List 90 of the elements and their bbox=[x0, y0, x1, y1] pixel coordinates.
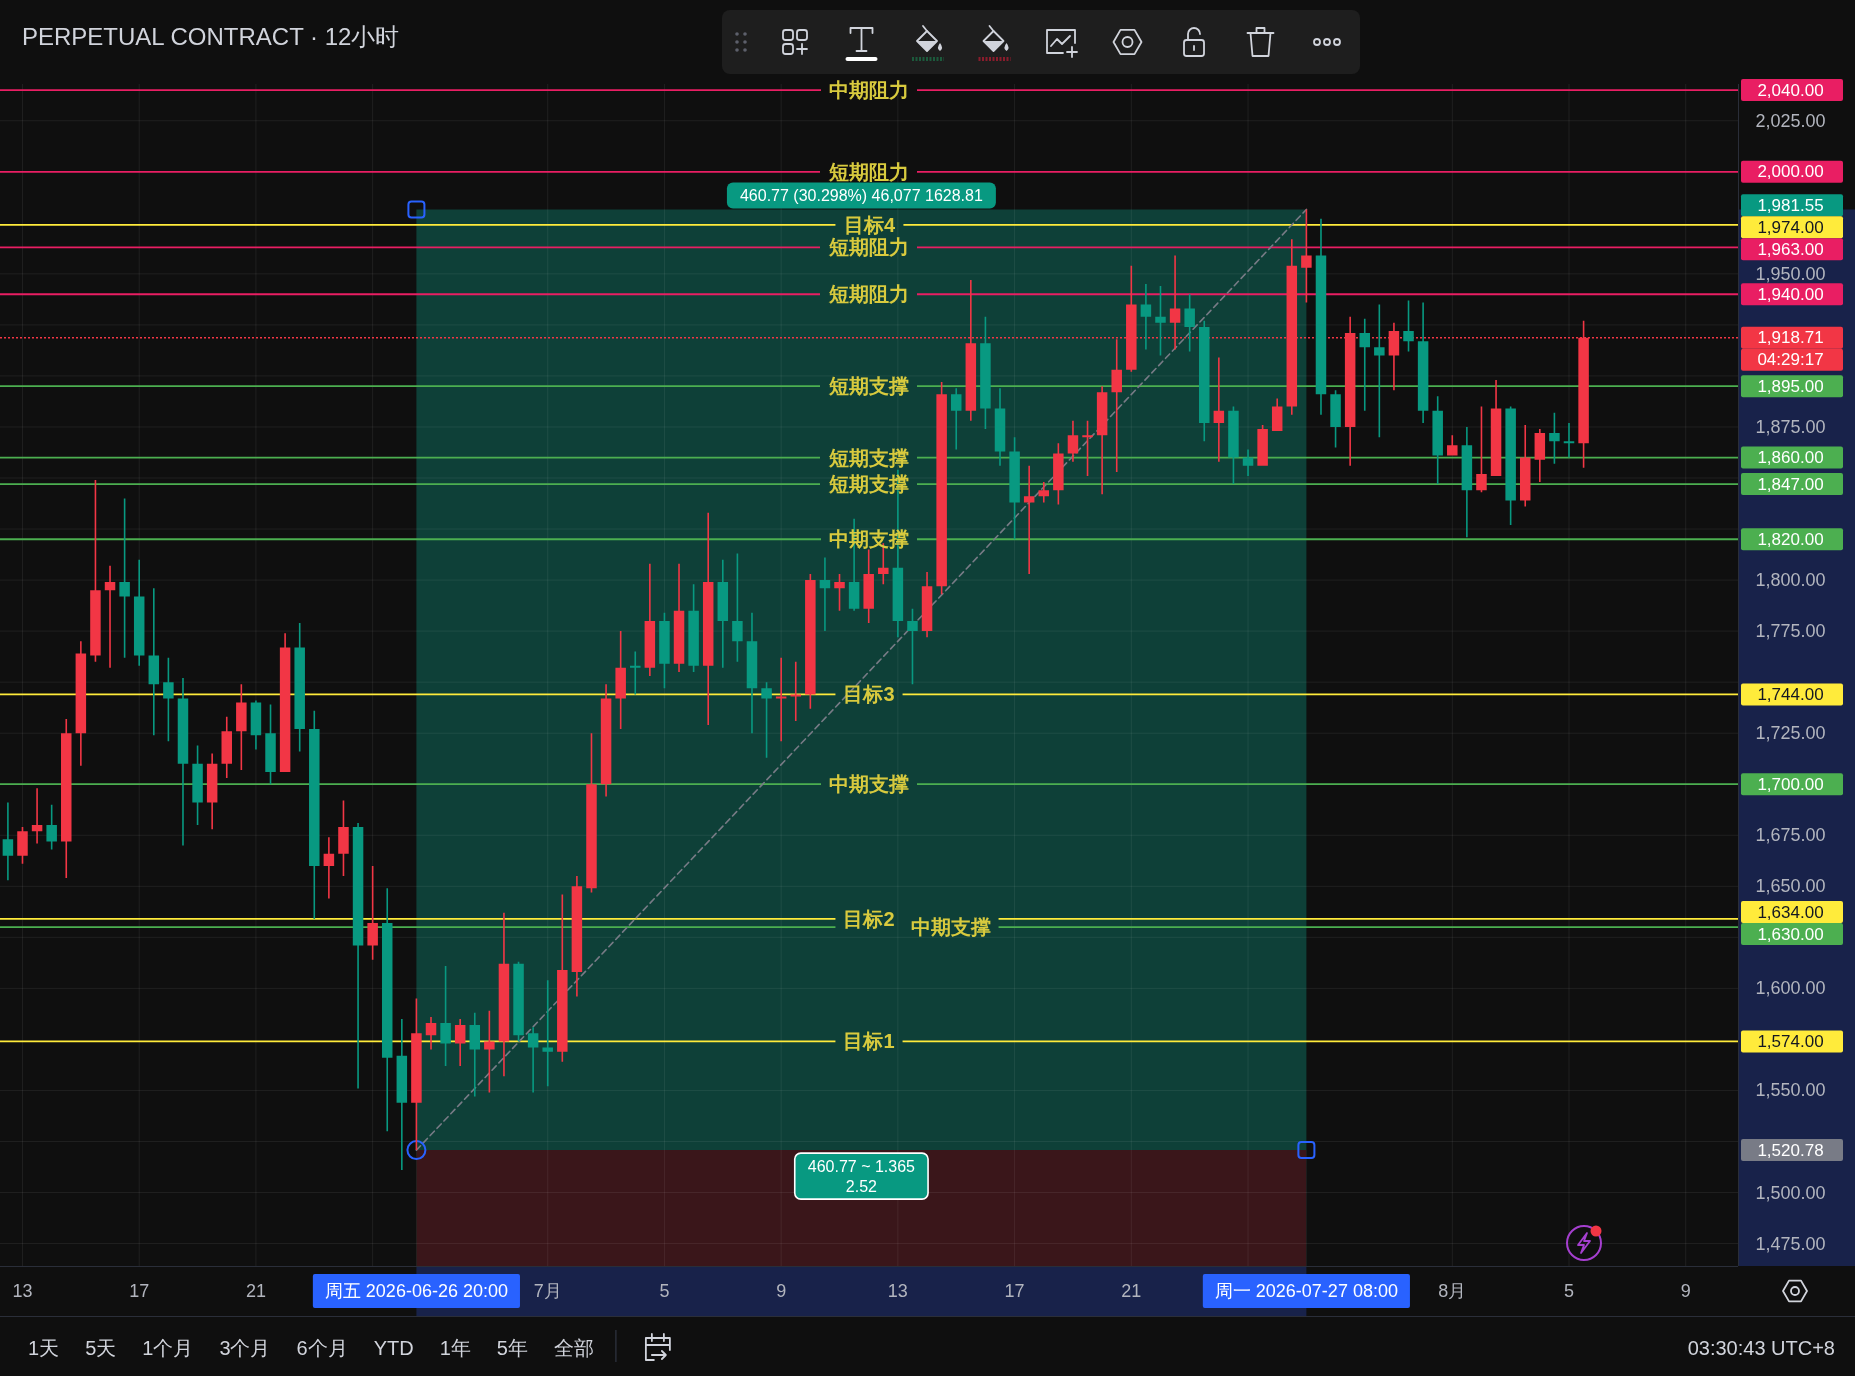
x-tick-label: 9 bbox=[1680, 1281, 1691, 1301]
level-name: 中期支撑 bbox=[829, 773, 909, 796]
level-name: 目标3 bbox=[843, 683, 895, 706]
level-name: 目标2 bbox=[843, 907, 895, 930]
y-tick-label: 1,520.78 bbox=[1757, 1140, 1824, 1160]
annotation: 460.77 (30.298%) 46,077 1628.81 bbox=[739, 186, 983, 204]
y-tick-label: 1,981.55 bbox=[1757, 195, 1824, 215]
ref-line-label: 1,744.00 bbox=[1757, 684, 1824, 704]
ref-line-label: 2,000.00 bbox=[1741, 160, 1843, 183]
x-tick-label: 21 bbox=[1121, 1281, 1142, 1301]
y-tick-label: 1,775.00 bbox=[1755, 621, 1826, 642]
range-label: 全部 bbox=[553, 1337, 594, 1359]
ref-line-label: 1,860.00 bbox=[1757, 448, 1824, 468]
ref-line-label: 1,820.00 bbox=[1741, 528, 1843, 551]
range-label: 1年 bbox=[439, 1337, 471, 1359]
range-label: 1个月 bbox=[142, 1337, 194, 1359]
level-name: 中期支撑 bbox=[829, 528, 909, 551]
y-tick-label: 1,875.00 bbox=[1755, 416, 1826, 437]
ref-line-label: 2,040.00 bbox=[1741, 79, 1843, 102]
ref-line-label: 1,918.71 bbox=[1757, 328, 1824, 348]
level-name: 短期支撑 bbox=[828, 473, 909, 496]
x-tick-label: 13 bbox=[12, 1281, 33, 1301]
level-name: 短期支撑 bbox=[828, 375, 909, 398]
ref-line-label: 1,700.00 bbox=[1741, 773, 1843, 796]
y-tick-label: 1,650.00 bbox=[1755, 876, 1826, 897]
level-name: 短期阻力 bbox=[828, 160, 909, 183]
ref-line-label: 1,940.00 bbox=[1757, 284, 1824, 304]
ref-line-label: 1,895.00 bbox=[1757, 376, 1824, 396]
ref-line-label: 1,918.71 bbox=[1741, 326, 1843, 349]
ref-line-label: 1,974.00 bbox=[1757, 217, 1824, 237]
y-tick-label: 1,500.00 bbox=[1755, 1182, 1826, 1203]
range-label: 5年 bbox=[496, 1337, 528, 1359]
level-name: 短期阻力 bbox=[828, 236, 909, 259]
level-name: 目标4 bbox=[843, 213, 895, 236]
ref-line-label: 1,940.00 bbox=[1741, 283, 1843, 306]
level-name: 短期支撑 bbox=[828, 446, 909, 469]
ref-line-label: 1,630.00 bbox=[1741, 923, 1843, 946]
ref-line-label: 1,974.00 bbox=[1741, 216, 1843, 239]
y-tick-label: 1,950.00 bbox=[1755, 263, 1826, 284]
chart-title: PERPETUAL CONTRACT · 12小时 bbox=[22, 22, 400, 50]
x-tick-label: 7月 bbox=[533, 1281, 562, 1301]
annotation: 460.77 ~ 1.365 2.52 bbox=[807, 1157, 916, 1195]
ref-line-label: 1,744.00 bbox=[1741, 683, 1843, 706]
x-tick-label: 21 bbox=[245, 1281, 266, 1301]
x-tick-label: 8月 bbox=[1438, 1281, 1467, 1301]
x-tick-label: 9 bbox=[776, 1281, 787, 1301]
ref-line-label: 1,895.00 bbox=[1741, 375, 1843, 398]
y-tick-label: 1,600.00 bbox=[1755, 978, 1826, 999]
ref-line-label: 1,860.00 bbox=[1741, 446, 1843, 469]
date-label: 周一 2026-07-27 08:00 bbox=[1202, 1274, 1410, 1308]
ref-line-label: 1,847.00 bbox=[1741, 473, 1843, 496]
x-tick-label: 5 bbox=[1564, 1281, 1574, 1301]
ref-line-label: 2,040.00 bbox=[1757, 80, 1824, 100]
ref-line-label: 1,634.00 bbox=[1757, 902, 1824, 922]
y-tick-label: 1,550.00 bbox=[1755, 1080, 1826, 1101]
x-tick-label: 17 bbox=[1004, 1281, 1025, 1301]
ref-line-label: 1,634.00 bbox=[1741, 901, 1843, 924]
ref-line-label: 1,574.00 bbox=[1757, 1031, 1824, 1051]
tool-label: 460.77 ~ 1.365 2.52 bbox=[793, 1152, 929, 1200]
range-label: 1天 bbox=[28, 1337, 60, 1359]
x-tick-label: 17 bbox=[129, 1281, 150, 1301]
ref-line-label: 1,820.00 bbox=[1757, 529, 1824, 549]
range-label: YTD bbox=[373, 1337, 414, 1359]
date-label: 周五 2026-06-26 20:00 bbox=[312, 1274, 520, 1308]
y-tick-label: 1,800.00 bbox=[1755, 570, 1826, 591]
ref-line-label: 1,574.00 bbox=[1741, 1030, 1843, 1053]
ref-line-label: 1,700.00 bbox=[1757, 774, 1824, 794]
ref-line-label: 1,963.00 bbox=[1757, 239, 1824, 259]
ref-line-label: 1,630.00 bbox=[1757, 924, 1824, 944]
countdown-label: 04:29:17 bbox=[1741, 348, 1843, 371]
level-name: 目标1 bbox=[843, 1030, 895, 1053]
clock-label: 03:30:43 UTC+8 bbox=[1687, 1337, 1835, 1359]
ref-line-label: 1,847.00 bbox=[1757, 474, 1824, 494]
x-tick-label: 13 bbox=[887, 1281, 908, 1301]
range-label: 5天 bbox=[85, 1337, 117, 1359]
y-tick-label-box: 1,520.78 bbox=[1741, 1139, 1843, 1162]
y-tick-label: 2,025.00 bbox=[1755, 110, 1826, 131]
level-name: 短期阻力 bbox=[828, 283, 909, 306]
range-label: 3个月 bbox=[219, 1337, 271, 1359]
tool-label: 460.77 (30.298%) 46,077 1628.81 bbox=[726, 182, 996, 209]
range-label: 6个月 bbox=[296, 1337, 348, 1359]
y-tick-label: 1,725.00 bbox=[1755, 723, 1826, 744]
level-name: 中期阻力 bbox=[829, 79, 909, 102]
x-tick-label: 5 bbox=[659, 1281, 670, 1301]
level-name: 中期支撑 bbox=[910, 916, 991, 939]
y-tick-label: 1,475.00 bbox=[1755, 1233, 1826, 1254]
ref-line-label: 2,000.00 bbox=[1757, 162, 1824, 182]
ref-line-label: 1,963.00 bbox=[1741, 238, 1843, 261]
y-tick-label: 1,675.00 bbox=[1755, 825, 1826, 846]
y-tick-label-box: 1,981.55 bbox=[1741, 194, 1843, 217]
